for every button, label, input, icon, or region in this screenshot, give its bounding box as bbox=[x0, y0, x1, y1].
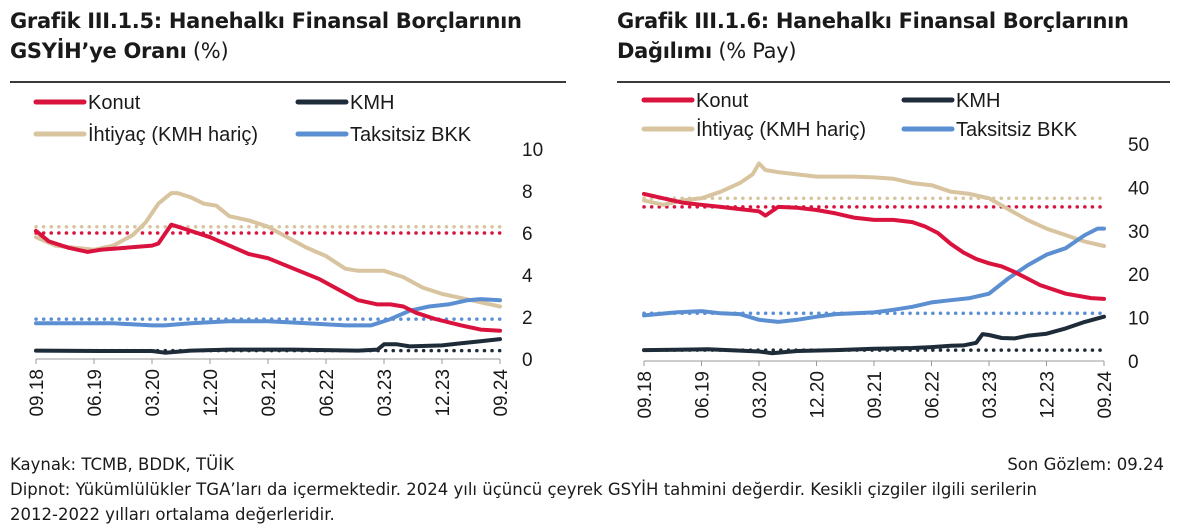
y-tick-label: 20 bbox=[1128, 265, 1149, 286]
x-tick-label: 09.18 bbox=[635, 371, 656, 419]
legend-label-taksitsiz: Taksitsiz BKK bbox=[956, 119, 1078, 141]
legend-label-konut: Konut bbox=[696, 90, 749, 112]
chart1-title: Grafik III.1.5: Hanehalkı Finansal Borçl… bbox=[10, 6, 570, 66]
x-tick-label: 12.20 bbox=[808, 371, 829, 419]
chart1-svg: Konut KMH İhtiyaç (KMH hariç) Taksitsiz BKK… bbox=[27, 92, 543, 417]
y-tick-label: 0 bbox=[522, 350, 533, 371]
x-tick-label: 03.23 bbox=[980, 371, 1001, 419]
legend-label-kmh: KMH bbox=[956, 90, 1000, 112]
series-line-taksitsiz bbox=[34, 297, 502, 328]
y-tick-label: 30 bbox=[1128, 222, 1149, 243]
footnote-line1: Dipnot: Yükümlülükler TGA’ları da içerme… bbox=[10, 480, 1037, 499]
y-tick-label: 40 bbox=[1128, 178, 1149, 199]
footnote-line2: 2012-2022 yılları ortalama değerleridir. bbox=[10, 505, 335, 524]
legend-label-kmh: KMH bbox=[350, 92, 394, 114]
y-tick-label: 6 bbox=[522, 224, 533, 245]
x-tick-label: 09.21 bbox=[865, 371, 886, 419]
x-tick-label: 09.24 bbox=[1095, 371, 1116, 419]
x-tick-label: 03.20 bbox=[750, 371, 771, 419]
chart2-title-line1: Grafik III.1.6: Hanehalkı Finansal Borçl… bbox=[617, 9, 1129, 33]
x-tick-label: 03.23 bbox=[375, 369, 396, 417]
legend-label-taksitsiz: Taksitsiz BKK bbox=[350, 124, 472, 146]
x-tick-label: 09.24 bbox=[491, 369, 512, 417]
series-line-ihtiyac bbox=[34, 191, 502, 309]
y-tick-label: 50 bbox=[1128, 135, 1149, 156]
x-tick-label: 12.20 bbox=[201, 369, 222, 417]
chart2-title-rule bbox=[617, 81, 1170, 83]
x-tick-label: 12.23 bbox=[433, 369, 454, 417]
y-tick-label: 10 bbox=[522, 140, 543, 161]
chart1-title-line2: GSYİH’ye Oranı bbox=[10, 39, 187, 63]
x-tick-label: 06.19 bbox=[85, 369, 106, 417]
x-tick-label: 12.23 bbox=[1038, 371, 1059, 419]
legend-label-konut: Konut bbox=[88, 92, 141, 114]
chart2-title-unit: (% Pay) bbox=[718, 39, 797, 63]
chart2-title: Grafik III.1.6: Hanehalkı Finansal Borçl… bbox=[617, 6, 1177, 66]
series-line-kmh bbox=[642, 314, 1106, 356]
y-tick-label: 8 bbox=[522, 182, 533, 203]
x-tick-label: 09.18 bbox=[27, 369, 48, 417]
series-line-ihtiyac bbox=[642, 161, 1106, 248]
x-tick-label: 06.22 bbox=[923, 371, 944, 419]
y-tick-label: 0 bbox=[1128, 352, 1139, 373]
series-line-konut bbox=[642, 191, 1106, 301]
series-line-kmh bbox=[34, 337, 502, 355]
x-tick-label: 03.20 bbox=[143, 369, 164, 417]
y-tick-label: 10 bbox=[1128, 309, 1149, 330]
series-line-taksitsiz bbox=[642, 226, 1106, 324]
x-tick-label: 09.21 bbox=[259, 369, 280, 417]
legend-label-ihtiyac: İhtiyaç (KMH hariç) bbox=[88, 123, 258, 146]
chart1-title-rule bbox=[10, 81, 566, 83]
x-tick-label: 06.19 bbox=[693, 371, 714, 419]
chart1-title-unit: (%) bbox=[192, 39, 229, 63]
y-tick-label: 2 bbox=[522, 308, 533, 329]
y-tick-label: 4 bbox=[522, 266, 533, 287]
chart2-svg: Konut KMH İhtiyaç (KMH hariç) Taksitsiz BKK… bbox=[635, 90, 1149, 419]
source-note: Kaynak: TCMB, BDDK, TÜİK bbox=[10, 455, 234, 474]
chart1-title-line1: Grafik III.1.5: Hanehalkı Finansal Borçl… bbox=[10, 9, 522, 33]
chart2-title-line2: Dağılımı bbox=[617, 39, 712, 63]
last-observation: Son Gözlem: 09.24 bbox=[1007, 455, 1164, 474]
legend-label-ihtiyac: İhtiyaç (KMH hariç) bbox=[696, 118, 866, 141]
series-line-konut bbox=[34, 222, 502, 333]
x-tick-label: 06.22 bbox=[317, 369, 338, 417]
